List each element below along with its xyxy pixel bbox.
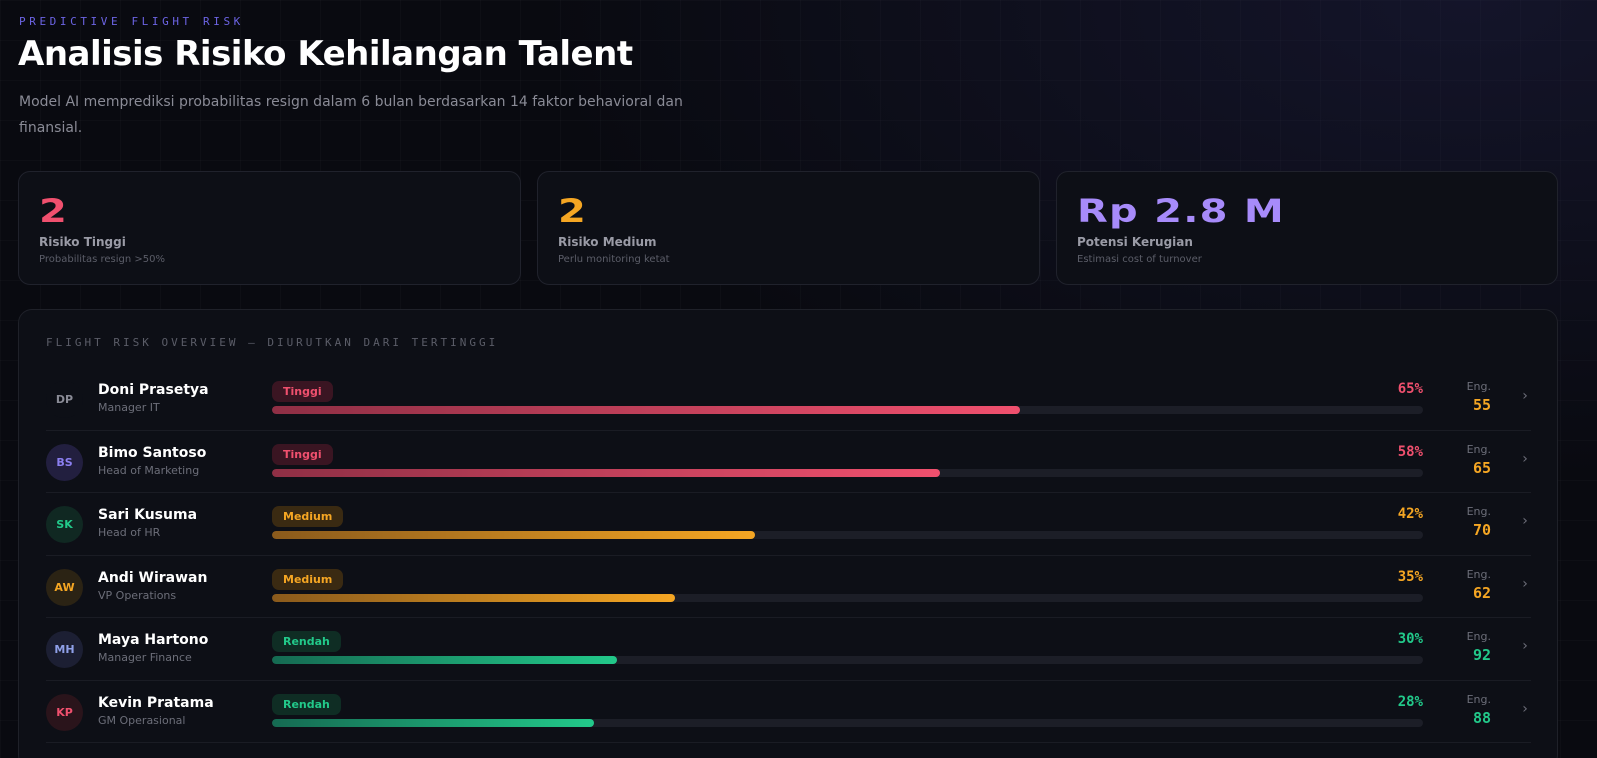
page-title: Analisis Risiko Kehilangan Talent	[18, 34, 633, 74]
risk-bar-fill	[272, 531, 756, 539]
risk-bar	[272, 718, 1423, 727]
risk-percentage: 30%	[1397, 631, 1423, 647]
engagement-score: 92	[1472, 646, 1491, 664]
engagement-score: 65	[1472, 458, 1491, 477]
risk-bar	[272, 406, 1423, 414]
risk-percentage: 28%	[1397, 693, 1423, 710]
stat-hint: Estimasi cost of turnover	[1077, 254, 1202, 265]
risk-bar	[272, 531, 1423, 539]
employee-row[interactable]: KP Kevin Pratama GM Operasional Rendah 2…	[46, 681, 1531, 743]
risk-percentage: 35%	[1397, 568, 1423, 585]
stat-value: Rp 2.8 M	[1077, 192, 1285, 230]
risk-bar	[272, 468, 1423, 477]
engagement-label: Eng.	[1466, 567, 1491, 581]
stat-card-medium-risk: 2 Risiko Medium Perlu monitoring ketat	[537, 171, 1040, 285]
employee-role: GM Operasional	[98, 713, 186, 727]
employee-role: Manager IT	[98, 401, 160, 414]
risk-bar-fill	[272, 406, 1021, 414]
risk-bar-fill	[272, 656, 618, 664]
avatar: MH	[46, 631, 83, 668]
flight-risk-panel: FLIGHT RISK OVERVIEW — DIURUTKAN DARI TE…	[18, 309, 1558, 758]
risk-level-badge: Rendah	[272, 631, 341, 652]
engagement-score: 55	[1472, 396, 1491, 414]
employee-name: Bimo Santoso	[98, 444, 207, 461]
stat-cards: 2 Risiko Tinggi Probabilitas resign >50%…	[18, 171, 1558, 285]
engagement-label: Eng.	[1466, 380, 1491, 393]
employee-row[interactable]: BS Bimo Santoso Head of Marketing Tinggi…	[46, 431, 1531, 493]
employee-row[interactable]: SK Sari Kusuma Head of HR Medium 42% Eng…	[46, 493, 1531, 556]
risk-bar	[272, 656, 1423, 664]
risk-percentage: 42%	[1397, 506, 1423, 522]
stat-label: Risiko Tinggi	[39, 235, 126, 249]
risk-level-badge: Tinggi	[272, 443, 333, 465]
risk-percentage: 65%	[1397, 381, 1423, 397]
chevron-right-icon[interactable]: ›	[1522, 638, 1528, 654]
stat-hint: Perlu monitoring ketat	[558, 254, 670, 265]
employee-name: Sari Kusuma	[98, 507, 198, 523]
risk-level-badge: Medium	[272, 568, 344, 590]
page-eyebrow: PREDICTIVE FLIGHT RISK	[19, 15, 244, 28]
chevron-right-icon[interactable]: ›	[1522, 388, 1528, 404]
employee-name: Andi Wirawan	[98, 569, 208, 586]
employee-role: Manager Finance	[98, 651, 192, 664]
stat-value: 2	[558, 192, 588, 230]
risk-bar-fill	[272, 468, 940, 477]
engagement-label: Eng.	[1466, 630, 1491, 643]
stat-card-high-risk: 2 Risiko Tinggi Probabilitas resign >50%	[18, 171, 521, 285]
engagement-label: Eng.	[1466, 442, 1491, 456]
risk-level-badge: Medium	[272, 506, 344, 527]
chevron-right-icon[interactable]: ›	[1522, 575, 1528, 592]
employee-row[interactable]: MH Maya Hartono Manager Finance Rendah 3…	[46, 618, 1531, 681]
chevron-right-icon[interactable]: ›	[1522, 450, 1528, 467]
stat-label: Potensi Kerugian	[1077, 235, 1193, 249]
risk-bar	[272, 593, 1423, 602]
stat-value: 2	[39, 192, 69, 230]
avatar: BS	[46, 443, 83, 481]
employee-name: Kevin Pratama	[98, 694, 214, 711]
avatar: DP	[46, 381, 83, 418]
avatar: KP	[46, 693, 83, 731]
employee-name: Doni Prasetya	[98, 382, 209, 398]
risk-percentage: 58%	[1397, 443, 1423, 460]
engagement-score: 70	[1472, 521, 1491, 539]
engagement-score: 62	[1472, 583, 1491, 602]
employee-role: VP Operations	[98, 588, 177, 602]
panel-title: FLIGHT RISK OVERVIEW — DIURUTKAN DARI TE…	[46, 336, 499, 349]
stat-label: Risiko Medium	[558, 235, 657, 249]
risk-level-badge: Tinggi	[272, 381, 333, 402]
risk-level-badge: Rendah	[272, 693, 341, 715]
employee-list: DP Doni Prasetya Manager IT Tinggi 65% E…	[46, 368, 1531, 743]
employee-role: Head of Marketing	[98, 463, 200, 477]
engagement-score: 88	[1472, 708, 1491, 727]
chevron-right-icon[interactable]: ›	[1522, 513, 1528, 529]
engagement-label: Eng.	[1466, 505, 1491, 518]
page-subtitle: Model AI memprediksi probabilitas resign…	[19, 94, 683, 136]
risk-bar-fill	[272, 718, 595, 727]
employee-row[interactable]: AW Andi Wirawan VP Operations Medium 35%…	[46, 556, 1531, 618]
risk-bar-fill	[272, 593, 675, 602]
avatar: SK	[46, 506, 83, 543]
chevron-right-icon[interactable]: ›	[1522, 700, 1528, 717]
employee-row[interactable]: DP Doni Prasetya Manager IT Tinggi 65% E…	[46, 368, 1531, 431]
employee-name: Maya Hartono	[98, 632, 209, 648]
employee-role: Head of HR	[98, 526, 161, 539]
avatar: AW	[46, 568, 83, 606]
stat-card-potential-loss: Rp 2.8 M Potensi Kerugian Estimasi cost …	[1056, 171, 1558, 285]
engagement-label: Eng.	[1466, 692, 1491, 706]
stat-hint: Probabilitas resign >50%	[39, 254, 165, 265]
